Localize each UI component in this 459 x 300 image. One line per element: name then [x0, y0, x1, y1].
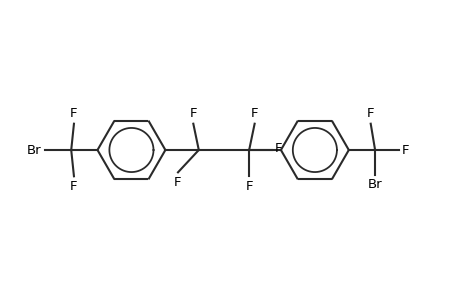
Text: F: F: [174, 176, 181, 189]
Text: F: F: [366, 107, 374, 120]
Text: F: F: [70, 107, 78, 120]
Text: F: F: [70, 180, 78, 193]
Text: F: F: [401, 143, 408, 157]
Text: Br: Br: [27, 143, 42, 157]
Text: F: F: [250, 107, 258, 120]
Text: F: F: [245, 180, 252, 193]
Text: F: F: [189, 107, 196, 120]
Text: F: F: [274, 142, 282, 155]
Text: Br: Br: [367, 178, 381, 191]
